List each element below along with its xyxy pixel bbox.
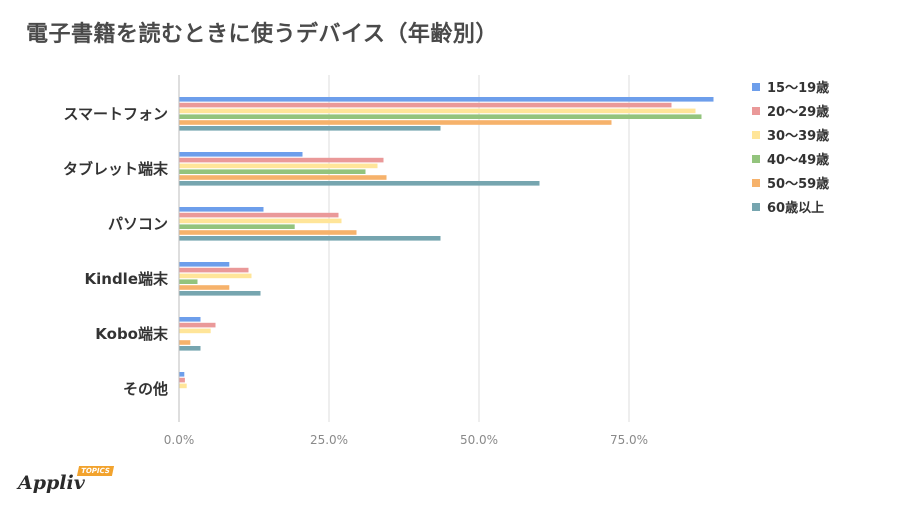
bar [179, 207, 264, 212]
applive-logo: Appliv TOPICS [18, 466, 118, 496]
bar [179, 114, 702, 119]
legend-label: 30～39歳 [767, 128, 829, 144]
grid-layer [178, 75, 630, 422]
bar [179, 317, 201, 322]
bar [179, 346, 201, 351]
bar [179, 377, 185, 383]
bar [179, 230, 357, 235]
bar [179, 285, 230, 290]
category-label: タブレット端末 [63, 160, 169, 178]
bar [179, 108, 696, 114]
bar-layer [179, 97, 714, 389]
category-label: その他 [123, 380, 168, 398]
legend-swatch [752, 83, 760, 91]
bar [179, 102, 672, 108]
bar [179, 175, 387, 180]
bar [179, 212, 339, 218]
legend-swatch [752, 203, 760, 211]
bar [179, 97, 714, 102]
bar [179, 267, 249, 273]
legend: 15～19歳 20～29歳 30～39歳 40～49歳 50～59歳 60歳以上 [752, 80, 829, 216]
x-tick-label: 25.0% [310, 433, 348, 447]
bar [179, 291, 261, 296]
bar [179, 328, 211, 334]
legend-label: 40～49歳 [767, 152, 829, 168]
logo-word: Appliv [18, 472, 85, 494]
bar [179, 279, 198, 284]
x-tick-label: 0.0% [164, 433, 195, 447]
bar [179, 120, 612, 125]
bar [179, 340, 191, 345]
legend-label: 20～29歳 [767, 104, 829, 120]
bar [179, 181, 540, 186]
bar [179, 126, 441, 131]
x-tick-labels: 0.0% 25.0% 50.0% 75.0% [164, 433, 648, 447]
legend-swatch [752, 107, 760, 115]
bar [179, 383, 187, 389]
legend-label: 50～59歳 [767, 176, 829, 192]
legend-swatch [752, 179, 760, 187]
category-label: スマートフォン [63, 105, 168, 123]
bar [179, 218, 342, 224]
bar [179, 157, 384, 163]
bar [179, 236, 441, 241]
bar [179, 273, 252, 279]
legend-label: 60歳以上 [767, 200, 824, 216]
category-label: パソコン [108, 215, 168, 233]
legend-label: 15～19歳 [767, 80, 829, 96]
x-tick-label: 50.0% [460, 433, 498, 447]
bar [179, 262, 230, 267]
legend-swatch [752, 155, 760, 163]
x-tick-label: 75.0% [610, 433, 648, 447]
bar [179, 372, 185, 377]
category-label: Kindle端末 [85, 270, 169, 288]
bar [179, 169, 366, 174]
bar [179, 163, 378, 169]
bar [179, 152, 303, 157]
logo-tag: TOPICS [76, 466, 114, 476]
legend-swatch [752, 131, 760, 139]
category-label: Kobo端末 [95, 325, 169, 343]
bar [179, 322, 216, 328]
chart-title: 電子書籍を読むときに使うデバイス（年齢別） [26, 22, 498, 47]
bar [179, 224, 295, 229]
